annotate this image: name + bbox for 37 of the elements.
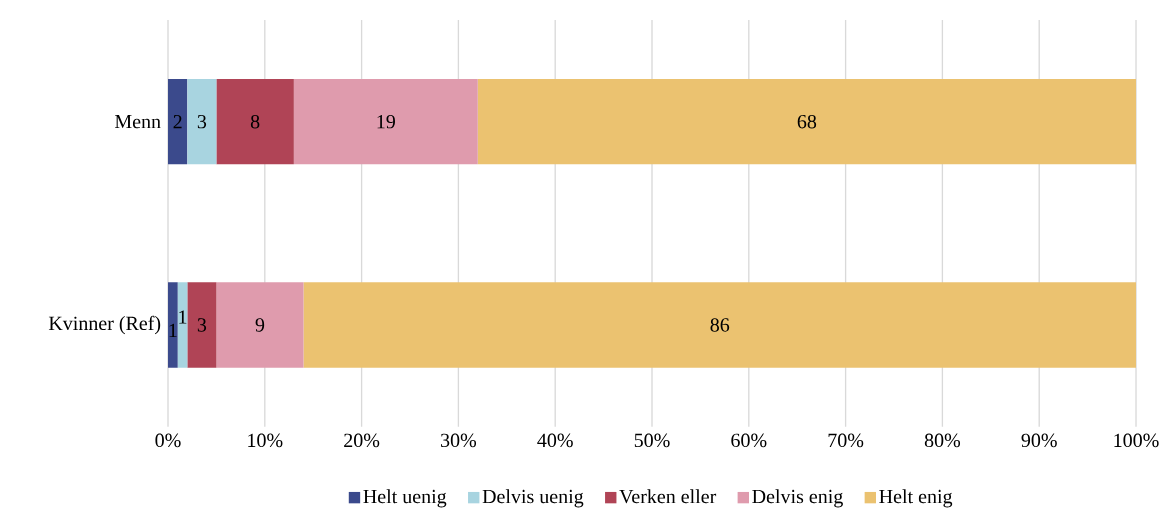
data-label: 3 bbox=[197, 318, 207, 332]
legend-label: Helt enig bbox=[879, 489, 953, 508]
bar bbox=[216, 282, 304, 368]
x-tick-label: 90% bbox=[1021, 433, 1057, 448]
x-tick-label: 0% bbox=[155, 433, 181, 448]
bar bbox=[216, 79, 294, 165]
data-label: 2 bbox=[173, 115, 182, 129]
bar bbox=[168, 79, 188, 165]
x-tick-label: 40% bbox=[537, 433, 573, 448]
data-label: 68 bbox=[797, 115, 817, 129]
y-tick-label: Menn bbox=[115, 115, 161, 129]
x-tick-label: 20% bbox=[344, 433, 380, 448]
x-tick-label: 30% bbox=[441, 433, 477, 448]
data-label: 9 bbox=[255, 318, 265, 332]
x-tick-label: 80% bbox=[924, 433, 961, 448]
legend-label: Verken eller bbox=[619, 489, 717, 504]
bar bbox=[168, 282, 178, 368]
data-label: 3 bbox=[197, 115, 207, 129]
legend-label: Helt uenig bbox=[363, 489, 447, 508]
x-tick-label: 100% bbox=[1114, 433, 1159, 448]
y-tick-label: Kvinner (Ref) bbox=[48, 316, 161, 335]
data-label: 1 bbox=[169, 323, 177, 338]
x-tick-label: 50% bbox=[634, 433, 670, 448]
legend-label: Delvis uenig bbox=[482, 489, 584, 508]
bar bbox=[293, 79, 478, 165]
x-tick-label: 60% bbox=[731, 433, 767, 448]
bar bbox=[187, 79, 217, 165]
data-label: 1 bbox=[179, 310, 187, 324]
data-label: 19 bbox=[377, 115, 395, 129]
bar bbox=[303, 282, 1137, 368]
data-label: 8 bbox=[250, 115, 260, 129]
legend-label: Delvis enig bbox=[752, 489, 843, 508]
data-label: 86 bbox=[710, 318, 730, 332]
bar bbox=[187, 282, 217, 368]
x-tick-label: 10% bbox=[248, 433, 283, 448]
bar bbox=[477, 79, 1137, 165]
x-tick-label: 70% bbox=[828, 433, 864, 448]
